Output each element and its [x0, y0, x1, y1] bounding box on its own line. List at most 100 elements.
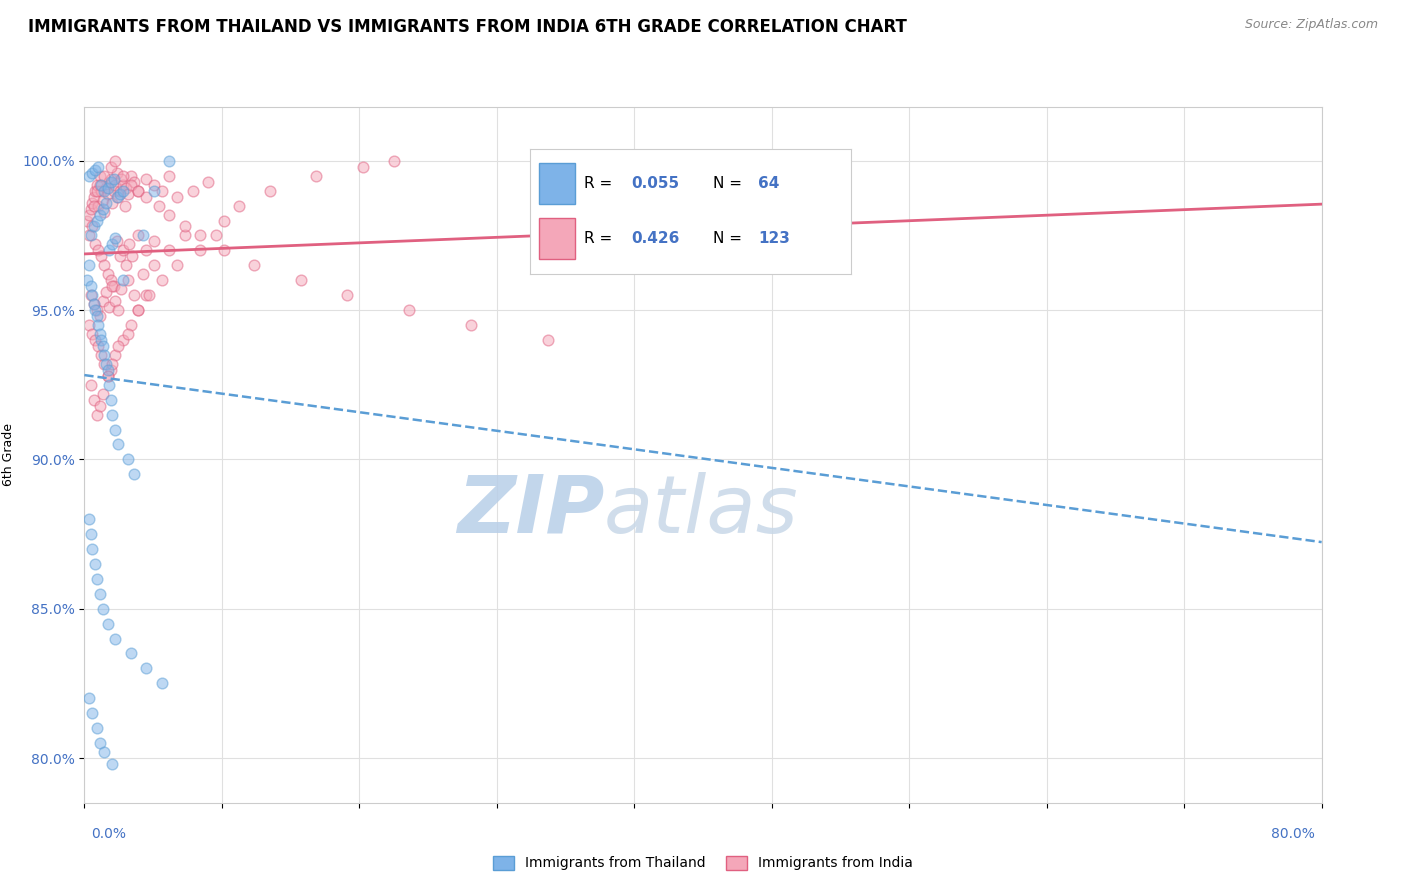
Point	[166, 258, 188, 272]
Point	[135, 288, 157, 302]
Point	[103, 171, 125, 186]
Point	[100, 175, 122, 189]
Point	[86, 572, 108, 586]
Point	[91, 386, 114, 401]
Point	[112, 273, 135, 287]
Point	[76, 273, 98, 287]
Point	[83, 392, 105, 407]
Point	[94, 285, 117, 300]
Point	[135, 661, 157, 675]
Point	[86, 184, 108, 198]
Point	[127, 303, 149, 318]
Point	[352, 160, 374, 174]
Point	[76, 213, 98, 227]
Point	[91, 202, 114, 216]
Point	[96, 180, 118, 194]
Point	[90, 348, 112, 362]
Point	[107, 303, 129, 318]
Point	[132, 267, 155, 281]
Point	[537, 333, 560, 347]
Point	[305, 169, 328, 183]
Point	[77, 208, 100, 222]
Point	[159, 169, 180, 183]
Point	[259, 184, 281, 198]
Point	[243, 258, 266, 272]
Point	[93, 204, 115, 219]
Point	[336, 288, 359, 302]
Text: atlas: atlas	[605, 472, 799, 549]
Point	[159, 244, 180, 258]
Text: Source: ZipAtlas.com: Source: ZipAtlas.com	[1244, 18, 1378, 31]
Point	[79, 527, 101, 541]
Point	[150, 273, 173, 287]
Point	[104, 178, 127, 192]
Point	[91, 193, 114, 207]
Text: 80.0%: 80.0%	[1271, 827, 1315, 841]
Point	[135, 189, 157, 203]
Point	[82, 326, 104, 341]
Point	[108, 186, 131, 201]
Point	[100, 392, 122, 407]
Point	[79, 288, 101, 302]
Point	[143, 178, 166, 192]
Point	[90, 333, 112, 347]
Point	[103, 184, 125, 198]
Point	[103, 279, 125, 293]
Point	[138, 288, 160, 302]
Point	[86, 213, 108, 227]
Point	[87, 318, 110, 332]
Point	[212, 213, 235, 227]
Point	[93, 348, 115, 362]
Point	[96, 616, 118, 631]
Point	[117, 273, 139, 287]
Point	[398, 303, 420, 318]
Point	[110, 171, 132, 186]
Point	[89, 169, 111, 183]
Point	[197, 175, 219, 189]
Point	[159, 208, 180, 222]
Point	[98, 300, 121, 314]
Point	[127, 228, 149, 243]
Point	[77, 169, 100, 183]
Point	[100, 171, 122, 186]
Point	[188, 244, 212, 258]
Point	[174, 228, 197, 243]
Point	[143, 184, 166, 198]
Point	[86, 721, 108, 735]
Point	[112, 178, 135, 192]
Point	[107, 437, 129, 451]
Point	[105, 189, 128, 203]
Point	[105, 235, 128, 249]
Point	[79, 228, 101, 243]
Point	[100, 273, 122, 287]
Point	[101, 237, 124, 252]
Point	[98, 377, 121, 392]
Point	[83, 297, 105, 311]
Point	[104, 231, 127, 245]
Point	[96, 368, 118, 383]
Point	[82, 166, 104, 180]
Point	[104, 153, 127, 168]
Point	[77, 228, 100, 243]
Point	[87, 198, 110, 212]
Point	[108, 184, 131, 198]
Point	[150, 676, 173, 690]
Point	[86, 303, 108, 318]
Point	[122, 175, 145, 189]
Point	[89, 736, 111, 750]
Point	[94, 195, 117, 210]
Point	[90, 249, 112, 263]
Point	[115, 258, 138, 272]
Point	[96, 186, 118, 201]
Point	[90, 184, 112, 198]
Point	[89, 399, 111, 413]
Point	[77, 512, 100, 526]
Point	[101, 195, 124, 210]
Point	[188, 228, 212, 243]
Point	[104, 632, 127, 646]
Point	[93, 184, 115, 198]
Point	[120, 647, 142, 661]
Point	[98, 175, 121, 189]
Point	[86, 408, 108, 422]
Point	[89, 178, 111, 192]
